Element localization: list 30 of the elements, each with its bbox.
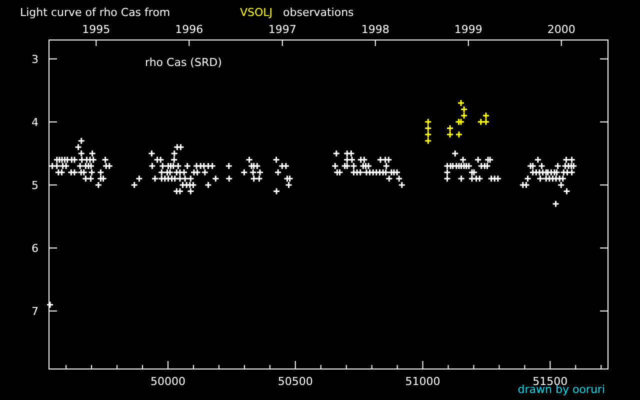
y-tick-label: 6	[32, 242, 38, 255]
chart-title: Light curve of rho Cas from	[20, 6, 170, 19]
x2-tick-label: 1999	[454, 23, 482, 36]
y-tick-label: 5	[32, 178, 38, 192]
y-tick-label: 4	[32, 116, 38, 129]
x2-tick-label: 1998	[361, 23, 390, 36]
point	[424, 130, 432, 138]
y-tick-label: 7	[32, 305, 38, 318]
x-tick-label: 50500	[278, 375, 313, 388]
x2-tick-label: 1997	[268, 23, 296, 36]
point	[482, 112, 490, 120]
point	[446, 124, 454, 132]
point	[482, 118, 490, 126]
annotation: rho Cas (SRD)	[145, 56, 222, 69]
point	[454, 118, 462, 126]
point	[477, 118, 485, 126]
text: observations	[283, 6, 354, 19]
point	[446, 130, 454, 138]
point	[455, 130, 463, 138]
x2-tick-label: 2000	[547, 23, 576, 36]
point	[424, 124, 432, 132]
y-tick-label: 3	[32, 52, 38, 66]
x2-tick-label: 1996	[175, 23, 204, 36]
text: VSOLJ	[240, 6, 273, 19]
point	[424, 137, 432, 145]
point	[424, 118, 432, 126]
point	[460, 112, 468, 120]
x-tick-label: 50000	[150, 375, 186, 388]
x2-tick-label: 1995	[82, 23, 110, 36]
x-tick-label: 51000	[405, 375, 440, 388]
